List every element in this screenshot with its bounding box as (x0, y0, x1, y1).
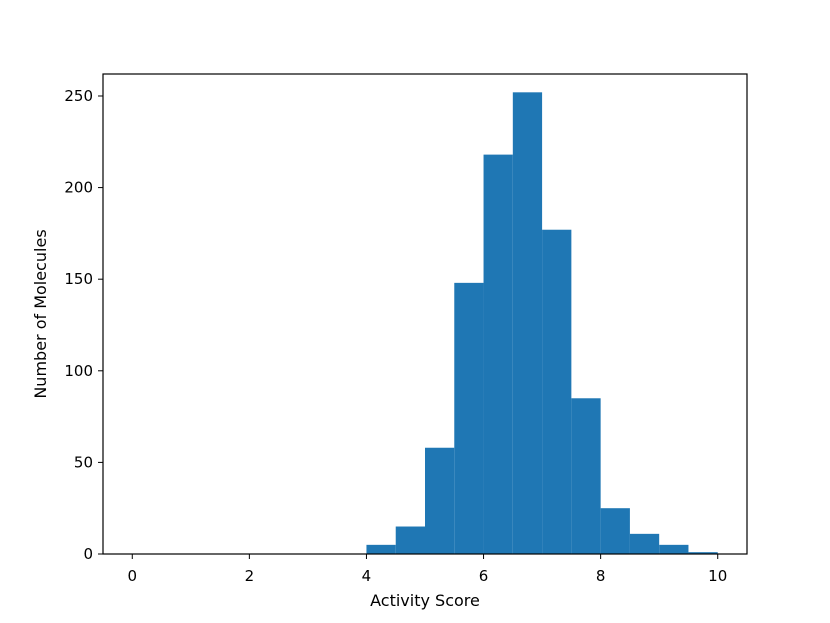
histogram-bar (571, 398, 601, 554)
histogram-bar (600, 508, 630, 554)
y-tick-label: 150 (64, 270, 93, 288)
histogram-bar (454, 282, 484, 554)
x-tick-label: 4 (362, 567, 372, 585)
x-axis-label: Activity Score (370, 591, 480, 610)
x-tick-label: 10 (708, 567, 727, 585)
y-tick-label: 0 (83, 545, 93, 563)
y-axis-ticks: 0 50 100 150 200 250 (64, 87, 103, 563)
x-axis-ticks: 0 2 4 6 8 10 (127, 554, 727, 585)
histogram-bar (425, 447, 455, 554)
histogram-bar (366, 544, 396, 554)
x-tick-label: 6 (479, 567, 489, 585)
histogram-bar (542, 229, 572, 554)
y-tick-label: 250 (64, 87, 93, 105)
y-tick-label: 100 (64, 362, 93, 380)
bars-group (366, 92, 718, 554)
histogram-bar (512, 92, 543, 554)
histogram-bar (659, 544, 689, 554)
histogram-bar (395, 526, 425, 554)
x-tick-label: 8 (596, 567, 606, 585)
y-axis-label: Number of Molecules (31, 229, 50, 398)
histogram-bar (629, 533, 660, 554)
x-tick-label: 0 (127, 567, 137, 585)
y-tick-label: 50 (74, 453, 93, 471)
y-tick-label: 200 (64, 179, 93, 197)
plot-frame (102, 73, 748, 555)
histogram-bar (483, 154, 513, 554)
histogram-bar (688, 552, 718, 554)
x-tick-label: 2 (245, 567, 255, 585)
